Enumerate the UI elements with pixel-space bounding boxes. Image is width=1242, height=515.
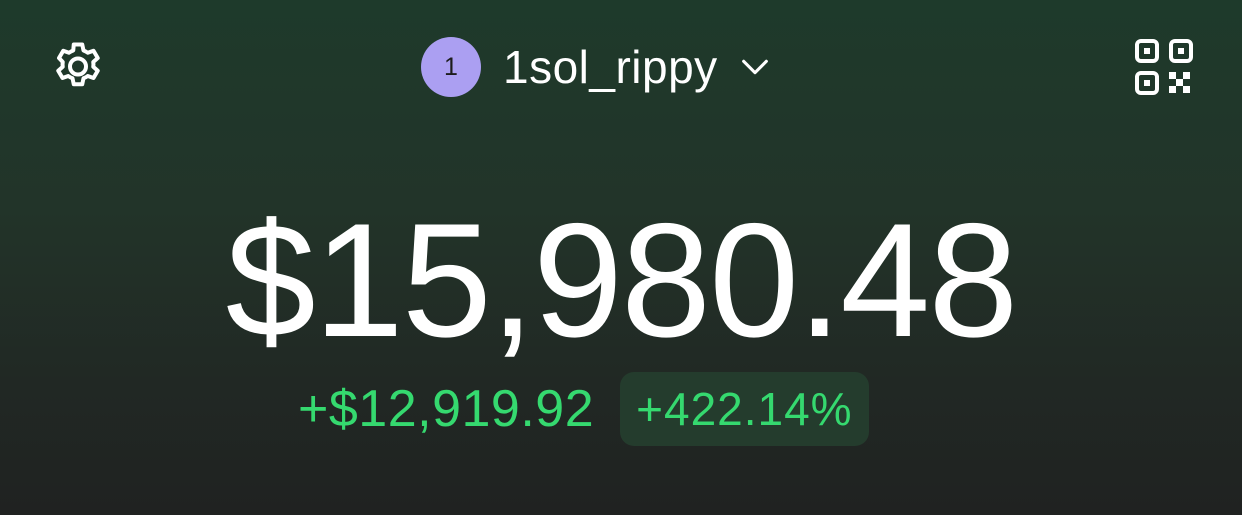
account-name: 1sol_rippy xyxy=(503,41,718,93)
qr-code-icon xyxy=(1135,39,1193,95)
change-percent-badge: +422.14% xyxy=(620,372,869,446)
qr-code-button[interactable] xyxy=(1134,38,1194,96)
chevron-down-icon xyxy=(738,50,772,84)
balance-change-row: +$12,919.92 +422.14% xyxy=(298,372,869,446)
settings-button[interactable] xyxy=(48,38,108,98)
account-switcher[interactable]: 1 1sol_rippy xyxy=(421,36,772,98)
avatar: 1 xyxy=(421,37,481,97)
gear-icon xyxy=(56,42,100,87)
portfolio-balance: $15,980.48 xyxy=(225,190,1019,371)
change-amount: +$12,919.92 xyxy=(298,380,595,438)
